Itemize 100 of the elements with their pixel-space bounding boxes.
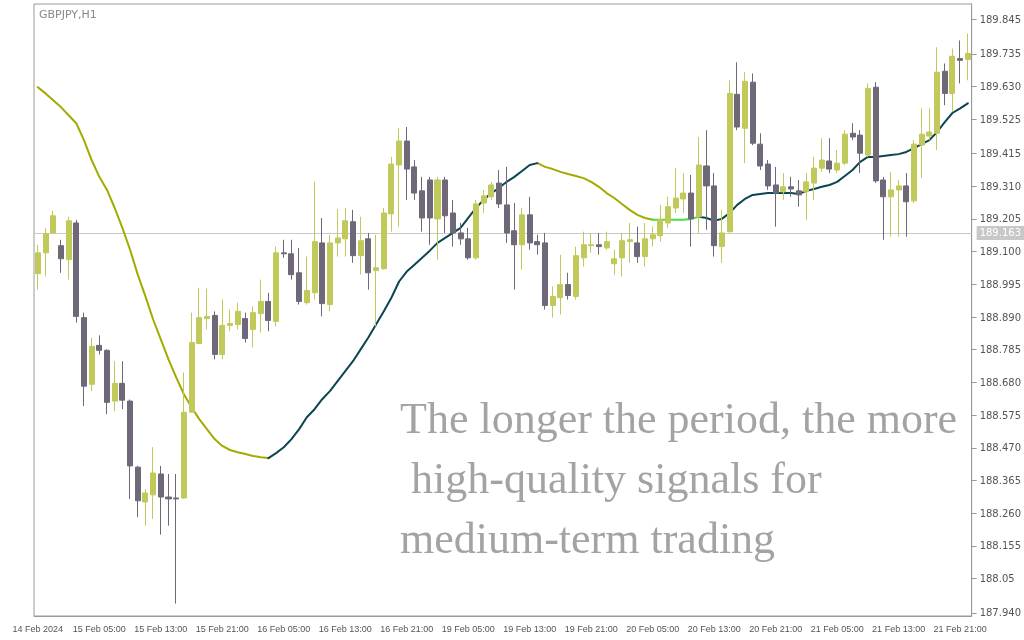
x-tick-label: 20 Feb 13:00 xyxy=(687,623,741,634)
candlestick xyxy=(696,136,702,234)
y-tick-label: 189.735 xyxy=(979,48,1022,60)
y-tick-label: 189.845 xyxy=(979,14,1022,26)
x-tick-label: 20 Feb 21:00 xyxy=(749,623,803,634)
candlestick xyxy=(273,246,279,327)
y-tick-label: 188.155 xyxy=(979,540,1022,552)
candlestick xyxy=(258,279,264,334)
candlestick xyxy=(796,179,802,208)
candlestick xyxy=(119,360,125,410)
candlestick xyxy=(496,169,502,209)
y-tick-label: 188.470 xyxy=(979,442,1022,454)
candlestick xyxy=(112,360,118,412)
candlestick xyxy=(826,137,832,174)
chart-title: GBPJPY,H1 xyxy=(39,8,97,21)
candlestick xyxy=(819,137,825,173)
candlestick xyxy=(896,179,902,238)
y-tick-label: 189.100 xyxy=(979,246,1022,258)
candlestick xyxy=(888,171,894,238)
candlestick xyxy=(135,465,141,518)
candlestick xyxy=(350,209,356,264)
annotation: The longer the period, the more high-quality signals for medium-term trading xyxy=(400,393,958,563)
candlestick xyxy=(688,174,694,248)
candlestick xyxy=(312,181,318,301)
candlestick xyxy=(604,231,610,251)
candlestick xyxy=(227,309,233,332)
candlestick xyxy=(519,207,525,271)
candlestick xyxy=(949,48,955,113)
y-tick-label: 188.260 xyxy=(979,507,1022,519)
candlestick xyxy=(611,249,617,276)
candlestick xyxy=(750,72,756,146)
candlestick xyxy=(66,216,72,281)
candlestick xyxy=(304,256,310,306)
candlestick xyxy=(811,156,817,201)
x-tick-label: 15 Feb 21:00 xyxy=(195,623,249,634)
candlestick xyxy=(319,217,325,317)
y-tick-label: 188.365 xyxy=(979,475,1022,487)
candlestick xyxy=(780,172,786,201)
candlestick xyxy=(865,82,871,158)
y-tick-label: 188.785 xyxy=(979,344,1022,356)
candlestick xyxy=(373,234,379,327)
candlestick xyxy=(542,232,548,311)
candlestick xyxy=(842,129,848,166)
candlestick xyxy=(358,216,364,276)
x-tick-label: 15 Feb 13:00 xyxy=(134,623,188,634)
candlestick xyxy=(242,312,248,344)
candlestick xyxy=(427,176,433,246)
candlestick xyxy=(296,247,302,306)
candlestick xyxy=(89,337,95,392)
candlestick xyxy=(81,312,87,407)
candlestick xyxy=(734,61,740,131)
candlestick xyxy=(957,39,963,84)
candlestick xyxy=(35,244,41,291)
candlestick xyxy=(903,172,909,238)
candlestick xyxy=(235,302,241,330)
candlestick xyxy=(934,46,940,151)
y-tick-label: 189.415 xyxy=(979,148,1022,159)
candlestick xyxy=(265,292,271,332)
candlestick xyxy=(627,222,633,264)
candlestick xyxy=(327,234,333,312)
candlestick xyxy=(250,305,256,349)
x-tick-label: 16 Feb 05:00 xyxy=(257,623,311,634)
candlestick xyxy=(365,232,371,291)
candlestick xyxy=(911,139,917,204)
x-tick-label: 19 Feb 21:00 xyxy=(564,623,618,634)
candlestick xyxy=(803,172,809,221)
candlestick xyxy=(565,272,571,301)
candlestick xyxy=(942,62,948,106)
x-tick-label: 19 Feb 05:00 xyxy=(441,623,495,634)
x-tick-label: 16 Feb 21:00 xyxy=(380,623,434,634)
candlestick xyxy=(127,399,133,500)
candlestick xyxy=(212,310,218,360)
x-tick-label: 19 Feb 13:00 xyxy=(503,623,557,634)
x-tick-label: 20 Feb 05:00 xyxy=(626,623,680,634)
y-tick-label: 188.680 xyxy=(979,376,1022,388)
candlestick xyxy=(58,239,64,274)
y-tick-label: 189.310 xyxy=(979,180,1022,192)
candlestick xyxy=(442,176,448,234)
y-tick-label: 188.05 xyxy=(979,573,1015,585)
candlestick xyxy=(634,226,640,264)
candlestick xyxy=(150,446,156,520)
candlestick xyxy=(727,79,733,234)
candlestick xyxy=(573,246,579,301)
candlestick xyxy=(757,132,763,171)
candlestick xyxy=(419,176,425,233)
candlestick xyxy=(665,196,671,229)
candlestick xyxy=(619,232,625,278)
y-tick-label: 188.995 xyxy=(979,278,1022,290)
candlestick xyxy=(596,232,602,256)
y-tick-label: 188.890 xyxy=(979,311,1022,323)
x-tick-label: 15 Feb 05:00 xyxy=(72,623,126,634)
x-tick-label: 14 Feb 2024 xyxy=(12,623,64,634)
candlestick xyxy=(473,199,479,261)
x-tick-label: 21 Feb 13:00 xyxy=(872,623,926,634)
y-tick-label: 189.205 xyxy=(979,213,1022,225)
candlestick xyxy=(73,219,79,324)
candlestick xyxy=(142,488,148,527)
candlestick xyxy=(396,127,402,228)
x-tick-label: 21 Feb 21:00 xyxy=(933,623,987,634)
candlestick xyxy=(181,371,187,500)
